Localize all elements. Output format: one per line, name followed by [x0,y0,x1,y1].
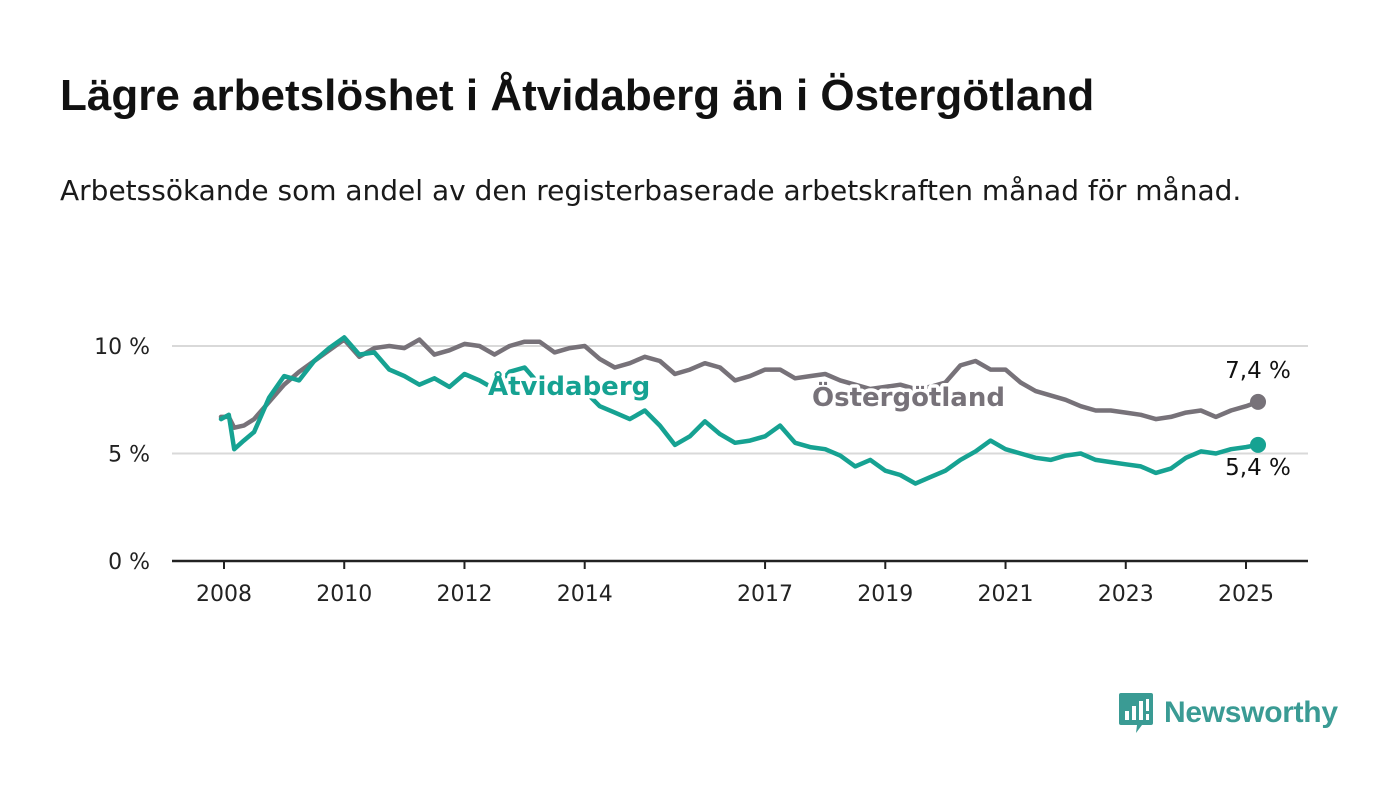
newsworthy-logo-icon [1119,693,1153,733]
series-line-atvidaberg [218,335,1261,486]
brand-name: Newsworthy [1164,696,1338,729]
y-tick-label: 0 % [108,550,150,575]
y-tick-label: 10 % [94,335,150,360]
series-lines [218,335,1267,486]
x-tick-label: 2012 [436,582,492,607]
x-tick-label: 2010 [316,582,372,607]
x-tick-label: 2021 [978,582,1034,607]
series-line-ostergotland [218,337,1261,430]
gridlines [172,345,1308,455]
chart-title: Lägre arbetslöshet i Åtvidaberg än i Öst… [60,71,1095,120]
x-tick-label: 2023 [1098,582,1154,607]
series-end-label: 5,4 % [1225,455,1291,481]
series-end-label: 7,4 % [1225,358,1291,384]
newsworthy-logo[interactable]: Newsworthy [1118,690,1338,736]
series-end-point [1250,436,1267,453]
x-tick-label: 2025 [1218,582,1274,607]
series-name-label: Åtvidaberg [488,370,650,402]
y-tick-label: 5 % [108,443,150,468]
axes: 0 % 5 % 10 % 2008 2010 2012 2014 2017 2019 2021 20… [94,335,1308,607]
series-name-label: Östergötland [812,380,1005,413]
x-tick-label: 2014 [557,582,613,607]
x-tick-label: 2008 [196,582,252,607]
x-tick-label: 2017 [737,582,793,607]
chart-subtitle: Arbetssökande som andel av den registerb… [60,174,1242,207]
series-labels: 7,4 % 5,4 % Åtvidaberg Östergötland [485,358,1291,481]
series-end-point [1250,393,1267,410]
x-tick-label: 2019 [857,582,913,607]
